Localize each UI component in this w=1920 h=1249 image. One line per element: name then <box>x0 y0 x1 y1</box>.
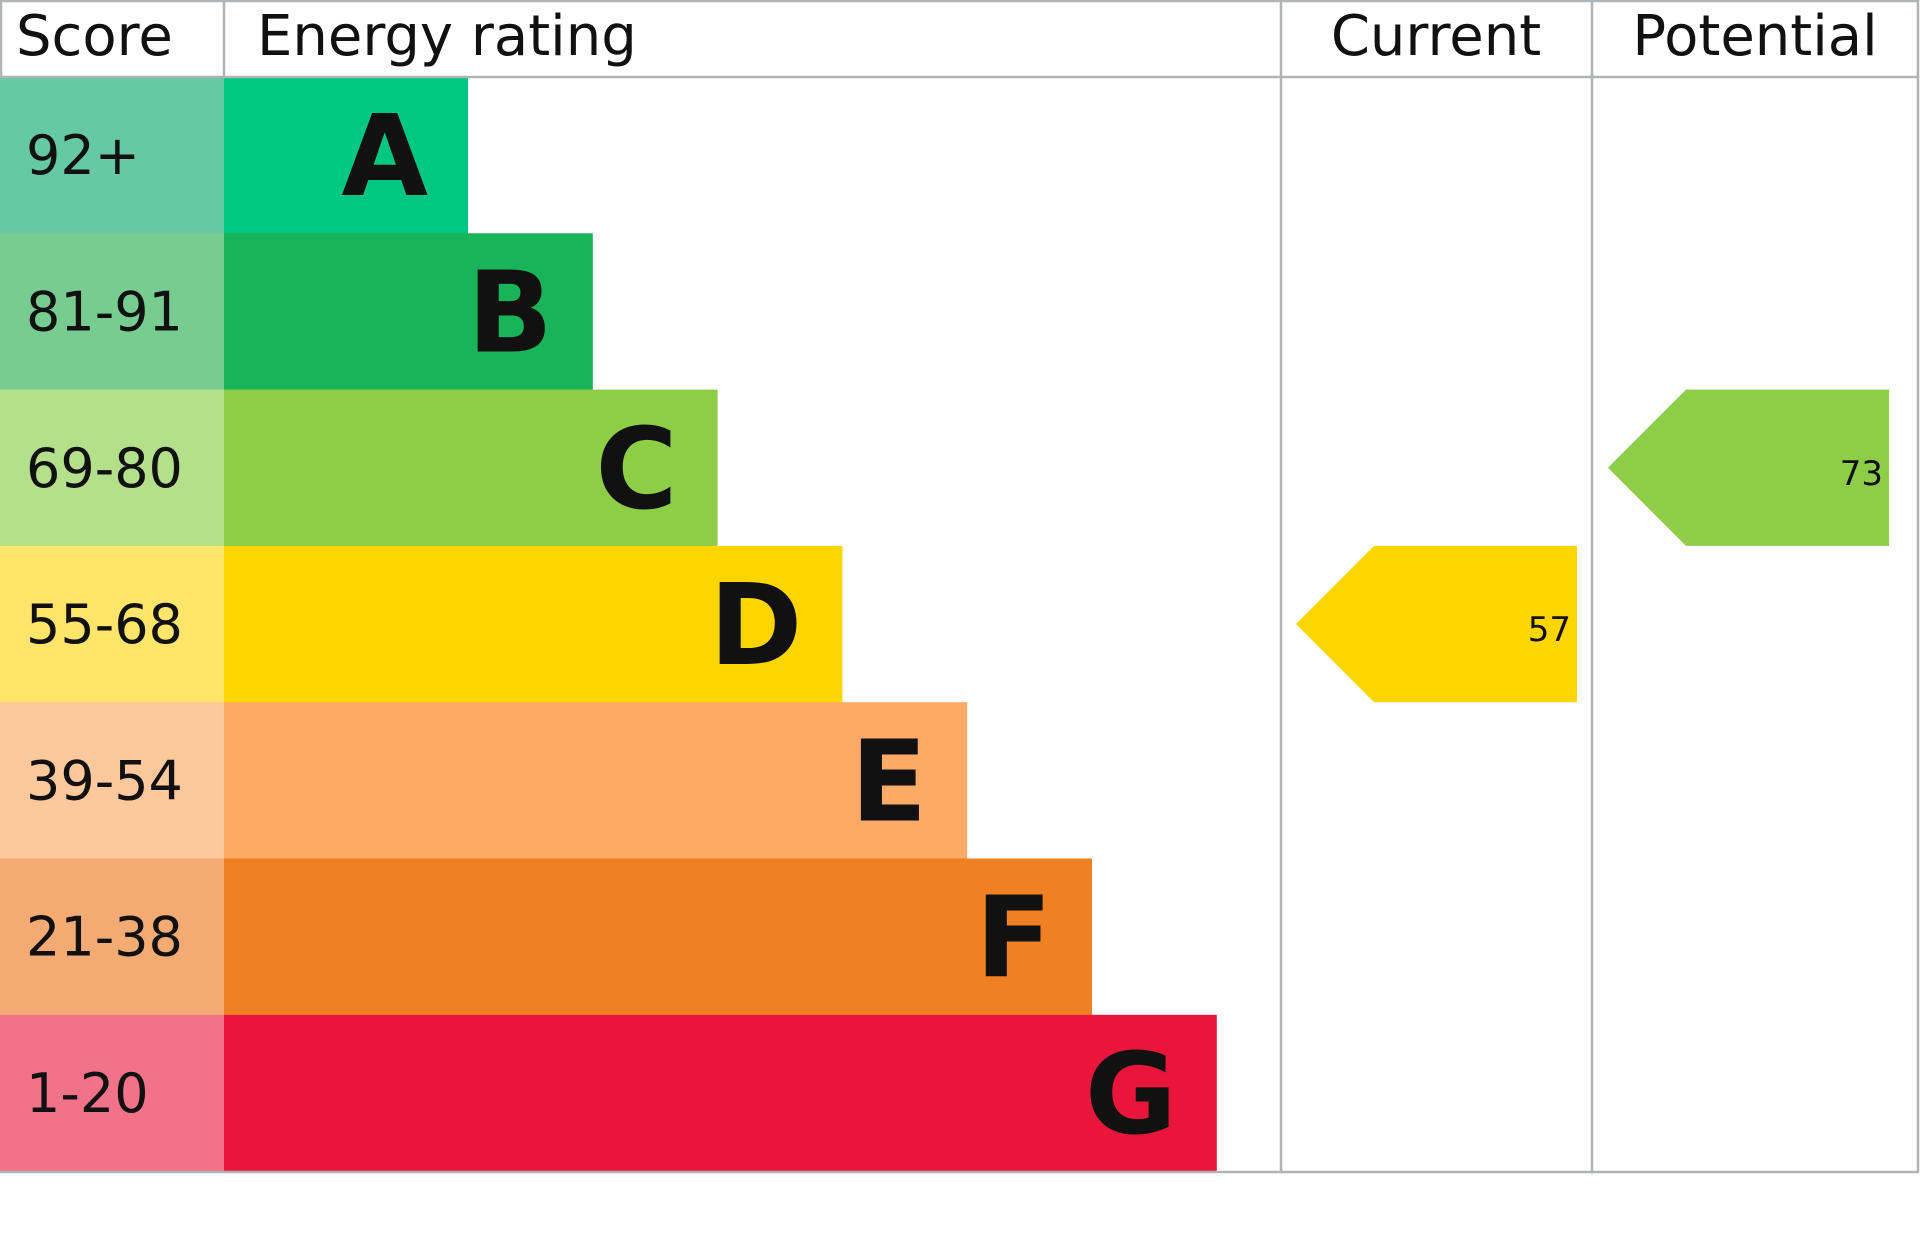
band-b: 81-91 B <box>0 233 593 391</box>
band-f: 21-38 F <box>0 858 1092 1016</box>
score-range-label: 69-80 <box>26 437 183 500</box>
score-range-label: 21-38 <box>26 906 183 969</box>
score-range-label: 92+ <box>26 124 140 187</box>
rating-bar <box>224 389 718 547</box>
current-arrow-shape <box>1296 545 1577 703</box>
score-cell <box>0 233 224 391</box>
rating-letter: E <box>851 717 928 847</box>
current-score-value: 57 <box>1528 610 1571 650</box>
current-rating-arrow: 57 <box>1296 545 1577 703</box>
band-g: 1-20 G <box>0 1014 1217 1172</box>
band-c: 69-80 C <box>0 389 718 547</box>
score-cell <box>0 389 224 547</box>
potential-score-value: 73 <box>1840 454 1883 494</box>
score-cell <box>0 858 224 1016</box>
header-energy-rating: Energy rating <box>257 4 637 69</box>
grid-lines <box>0 0 1920 1174</box>
band-e: 39-54 E <box>0 702 968 859</box>
rating-bar <box>224 702 968 859</box>
rating-letter: A <box>341 92 428 222</box>
score-cell <box>0 545 224 703</box>
header-score: Score <box>16 4 173 69</box>
rating-bar <box>224 1014 1217 1172</box>
rating-letter: C <box>595 405 677 535</box>
rating-bar <box>224 233 593 391</box>
score-range-label: 81-91 <box>26 280 183 343</box>
score-range-label: 55-68 <box>26 593 183 656</box>
score-cell <box>0 77 224 234</box>
band-d: 55-68 D <box>0 545 843 703</box>
rating-letter: B <box>467 248 552 378</box>
rating-bar <box>224 77 468 234</box>
band-a: 92+ A <box>0 77 468 234</box>
rating-bar <box>224 545 843 703</box>
header-potential: Potential <box>1632 4 1877 69</box>
rating-letter: G <box>1085 1030 1177 1160</box>
rating-bar <box>224 858 1092 1016</box>
potential-rating-arrow: 73 <box>1608 389 1889 546</box>
rating-letter: D <box>709 561 802 691</box>
score-range-label: 39-54 <box>26 749 183 812</box>
score-cell <box>0 702 224 859</box>
score-cell <box>0 1014 224 1172</box>
header-current: Current <box>1331 4 1541 69</box>
score-range-label: 1-20 <box>26 1062 149 1125</box>
rating-letter: F <box>975 874 1052 1004</box>
potential-arrow-shape <box>1608 389 1889 546</box>
